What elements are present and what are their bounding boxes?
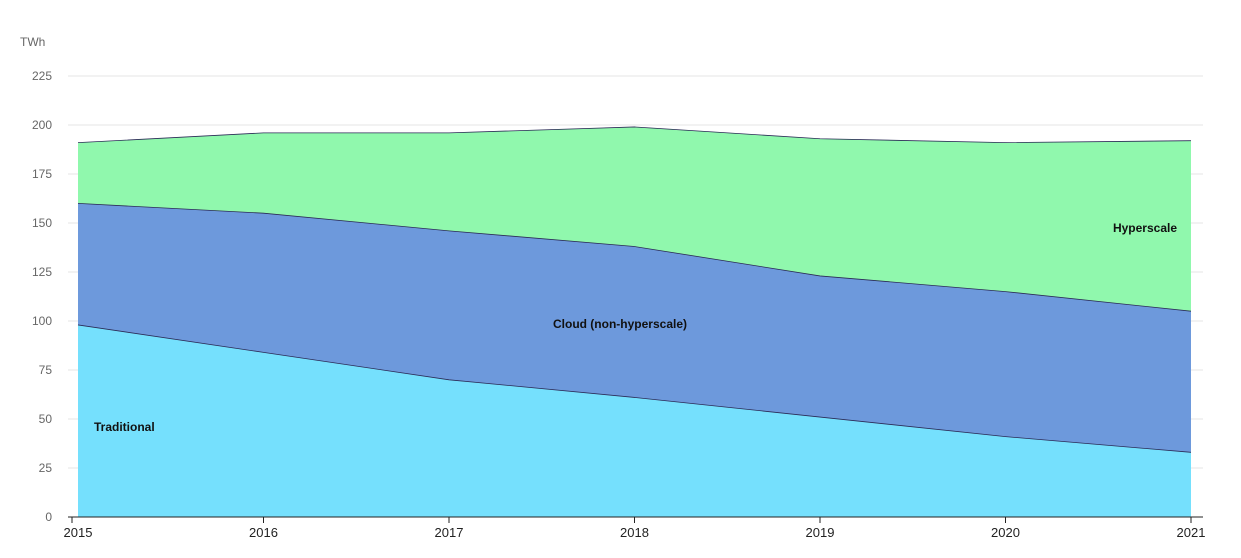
x-tick-label: 2019: [806, 525, 835, 540]
y-tick-label: 175: [32, 167, 52, 181]
boundary-traditional: [77, 324, 1192, 453]
x-tick-label: 2021: [1177, 525, 1206, 540]
y-tick-label: 75: [39, 363, 53, 377]
x-tick-label: 2015: [64, 525, 93, 540]
y-axis-ticks: 0 25 50 75 100 125 150 175 200 225: [32, 69, 52, 524]
x-axis-ticks: 2015 2016 2017 2018 2019 2020 2021: [64, 517, 1206, 540]
boundary-hyperscale: [77, 126, 1192, 144]
y-axis-unit-label: TWh: [20, 35, 45, 49]
x-tick-label: 2017: [435, 525, 464, 540]
y-tick-label: 125: [32, 265, 52, 279]
boundary-cloud-non-hyperscale: [77, 203, 1192, 312]
series-labels: Traditional Cloud (non-hyperscale) Hypersc…: [94, 221, 1177, 434]
y-tick-label: 150: [32, 216, 52, 230]
x-tick-label: 2018: [620, 525, 649, 540]
y-tick-label: 25: [39, 461, 53, 475]
area-traditional: [78, 324, 1191, 517]
series-label: Cloud (non-hyperscale): [553, 317, 687, 331]
series-areas: [78, 126, 1191, 517]
y-tick-label: 50: [39, 412, 53, 426]
series-label: Traditional: [94, 420, 155, 434]
area-hyperscale: [78, 126, 1191, 312]
series-boundaries: [77, 126, 1192, 453]
y-tick-label: 200: [32, 118, 52, 132]
x-tick-label: 2016: [249, 525, 278, 540]
series-label: Hyperscale: [1113, 221, 1177, 235]
y-tick-label: 0: [45, 510, 52, 524]
area-cloud-non-hyperscale: [78, 203, 1191, 453]
x-tick-label: 2020: [991, 525, 1020, 540]
y-tick-label: 225: [32, 69, 52, 83]
y-tick-label: 100: [32, 314, 52, 328]
